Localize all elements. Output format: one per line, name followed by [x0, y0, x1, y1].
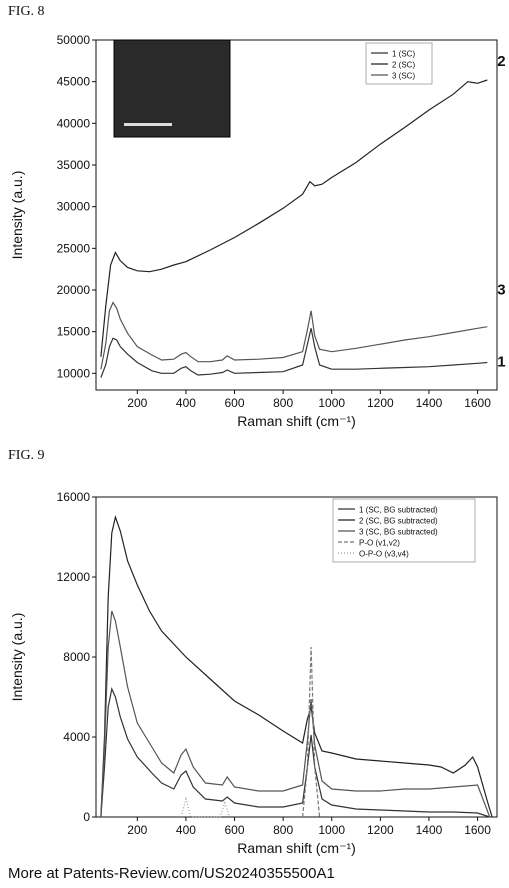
x-tick-label: 600: [225, 823, 245, 837]
legend-entry: O-P-O (v3,v4): [359, 550, 409, 559]
legend-entry: 3 (SC): [392, 72, 415, 81]
series-line-3: [101, 303, 487, 370]
x-tick-label: 1000: [318, 823, 345, 837]
series-line-5: [181, 799, 230, 817]
y-tick-label: 35000: [57, 158, 91, 172]
curve-label-2: 2: [497, 53, 505, 70]
x-tick-label: 1400: [416, 823, 443, 837]
curve-label-1: 1: [497, 354, 505, 371]
y-tick-label: 25000: [57, 241, 91, 255]
x-tick-label: 1400: [416, 396, 443, 410]
x-tick-label: 600: [225, 396, 245, 410]
y-tick-label: 50000: [57, 33, 91, 47]
x-axis-label: Raman shift (cm⁻¹): [237, 413, 356, 429]
x-tick-label: 1600: [464, 396, 491, 410]
footer-source: More at Patents-Review.com/US20240355500…: [8, 865, 335, 882]
legend-entry: 1 (SC, BG subtracted): [359, 506, 438, 515]
x-tick-label: 1000: [318, 396, 345, 410]
y-tick-label: 4000: [63, 730, 90, 744]
series-line-1: [101, 328, 487, 377]
legend-entry: 2 (SC, BG subtracted): [359, 517, 438, 526]
inset-scale-bar: [124, 123, 172, 126]
y-tick-label: 0: [83, 810, 90, 824]
y-axis-label: Intensity (a.u.): [9, 613, 25, 702]
fig9-chart: 2004006008001000120014001600040008000120…: [0, 444, 509, 860]
y-tick-label: 30000: [57, 200, 91, 214]
x-tick-label: 1600: [464, 823, 491, 837]
series-line-1: [101, 689, 490, 817]
y-tick-label: 10000: [57, 366, 91, 380]
x-tick-label: 800: [273, 823, 293, 837]
x-tick-label: 1200: [367, 396, 394, 410]
y-tick-label: 15000: [57, 325, 91, 339]
x-tick-label: 1200: [367, 823, 394, 837]
curve-label-3: 3: [497, 282, 505, 299]
y-tick-label: 16000: [57, 490, 91, 504]
y-tick-label: 45000: [57, 75, 91, 89]
x-tick-label: 400: [176, 823, 196, 837]
inset-micrograph: [114, 40, 230, 137]
legend-entry: 2 (SC): [392, 61, 415, 70]
x-axis-label: Raman shift (cm⁻¹): [237, 840, 356, 856]
x-tick-label: 200: [127, 396, 147, 410]
y-tick-label: 40000: [57, 116, 91, 130]
x-tick-label: 400: [176, 396, 196, 410]
series-line-3: [101, 611, 490, 817]
y-tick-label: 20000: [57, 283, 91, 297]
x-tick-label: 200: [127, 823, 147, 837]
y-tick-label: 8000: [63, 650, 90, 664]
y-tick-label: 12000: [57, 570, 91, 584]
legend-entry: 1 (SC): [392, 50, 415, 59]
fig8-chart: 200 400 600 800 1000 1200 1400 1600 10000 15000 20…: [0, 0, 509, 444]
legend-entry: P-O (v1,v2): [359, 539, 400, 548]
x-tick-label: 800: [273, 396, 293, 410]
y-axis-label: Intensity (a.u.): [9, 171, 25, 260]
legend-entry: 3 (SC, BG subtracted): [359, 528, 438, 537]
